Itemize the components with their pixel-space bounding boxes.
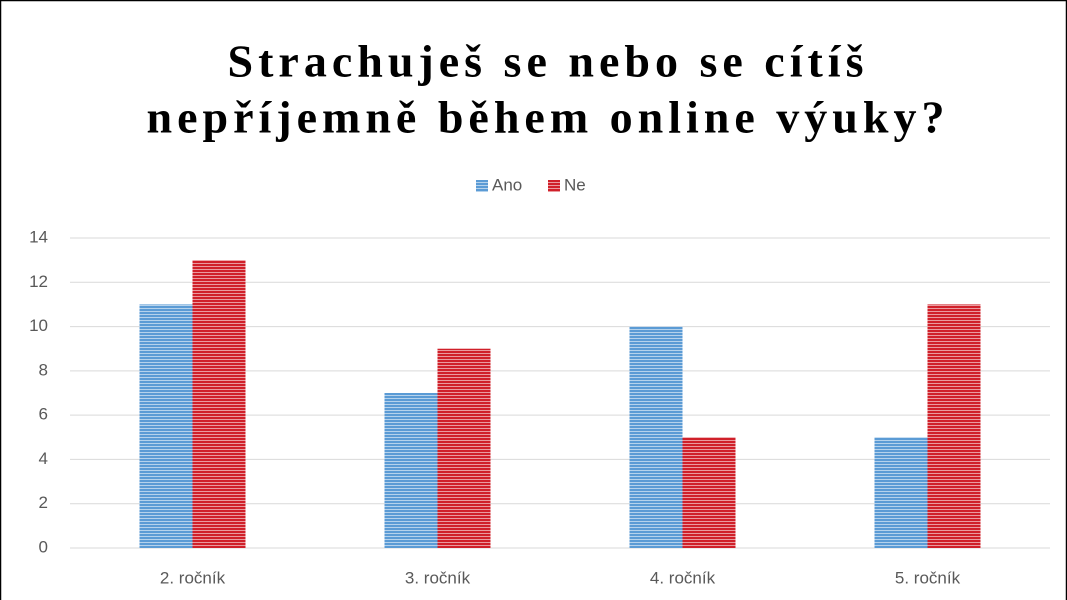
chart-title: nepříjemně během online výuky? [147, 92, 950, 143]
y-tick-label: 2 [39, 493, 48, 512]
legend-label: Ne [564, 175, 586, 194]
y-tick-label: 10 [29, 316, 48, 335]
bar [629, 326, 683, 548]
y-tick-label: 8 [39, 360, 48, 379]
bar [139, 304, 193, 548]
y-tick-label: 14 [29, 227, 48, 246]
y-tick-label: 4 [39, 449, 48, 468]
bar [874, 437, 928, 548]
x-tick-label: 5. ročník [895, 568, 961, 587]
x-tick-label: 3. ročník [405, 568, 471, 587]
legend-swatch [548, 180, 560, 192]
chart-title: Strachuješ se nebo se cítíš [228, 36, 869, 87]
bar [437, 348, 491, 548]
bar [927, 304, 981, 548]
bar [192, 260, 246, 548]
y-tick-label: 0 [39, 537, 48, 556]
legend-swatch [476, 180, 488, 192]
legend-label: Ano [492, 175, 522, 194]
bar [682, 437, 736, 548]
bar [384, 393, 438, 548]
y-tick-label: 12 [29, 272, 48, 291]
x-tick-label: 2. ročník [160, 568, 226, 587]
y-tick-label: 6 [39, 405, 48, 424]
x-tick-label: 4. ročník [650, 568, 716, 587]
